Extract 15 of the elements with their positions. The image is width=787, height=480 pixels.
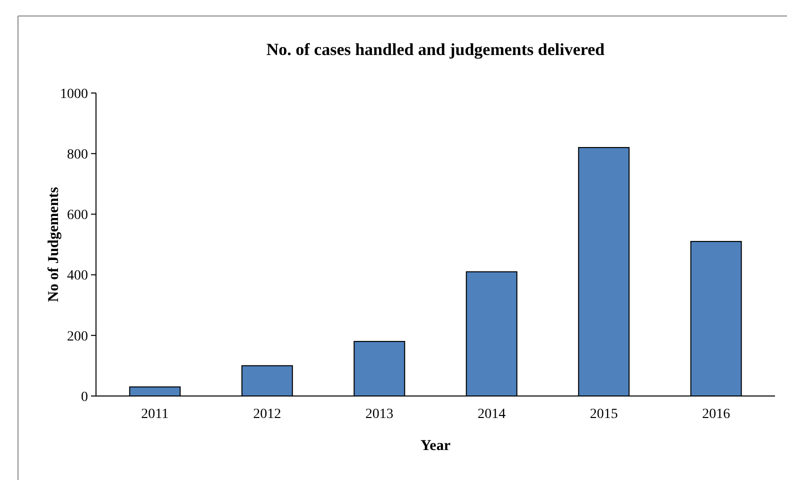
y-axis-title: No of Judgements bbox=[46, 186, 62, 302]
y-tick-label: 1000 bbox=[60, 86, 88, 102]
x-tick-label: 2016 bbox=[702, 407, 730, 422]
y-tick-label: 200 bbox=[67, 329, 88, 344]
x-tick-label: 2013 bbox=[365, 407, 394, 422]
x-axis-title: Year bbox=[420, 438, 451, 454]
x-tick-label: 2012 bbox=[253, 407, 282, 422]
y-tick-label: 0 bbox=[81, 390, 88, 405]
x-tick-label: 2015 bbox=[590, 407, 618, 422]
y-tick-label: 400 bbox=[67, 268, 88, 284]
x-tick-label: 2011 bbox=[141, 407, 169, 422]
y-tick-label: 800 bbox=[67, 148, 88, 162]
chart-title: No. of cases handled and judgements delivered bbox=[266, 40, 606, 59]
y-tick-label: 600 bbox=[67, 208, 88, 224]
x-tick-label: 2014 bbox=[478, 407, 506, 422]
